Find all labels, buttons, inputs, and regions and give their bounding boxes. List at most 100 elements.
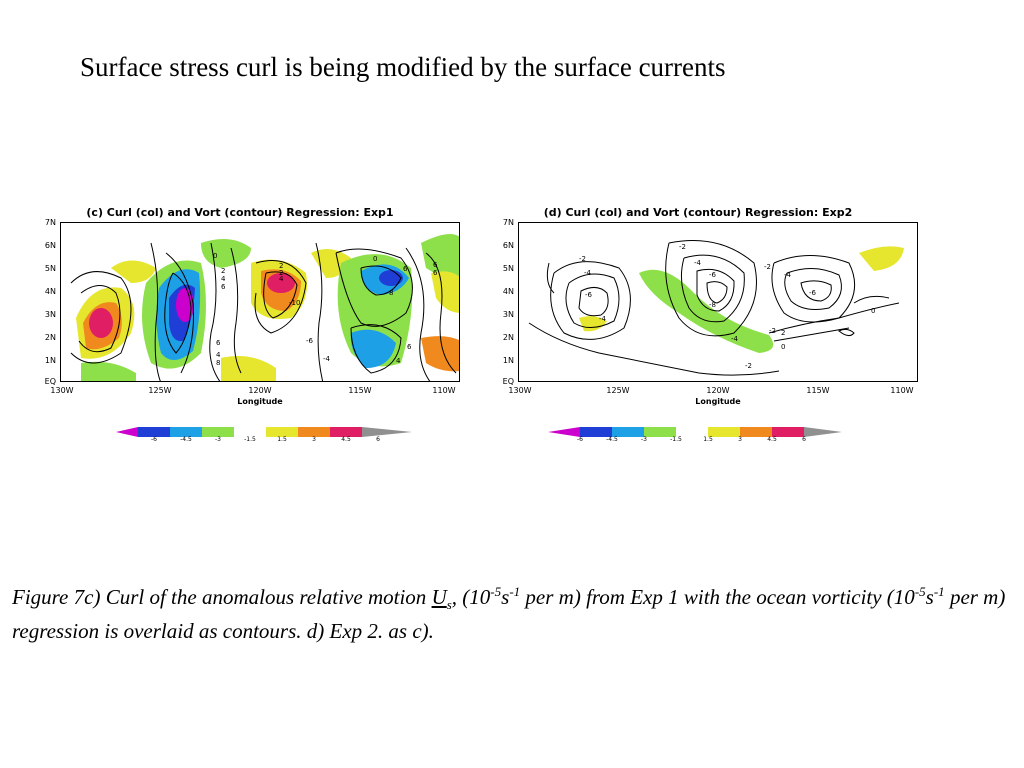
colorbar-swatch [234, 427, 266, 437]
caption-superscript: -5 [490, 584, 502, 599]
contour-label: 8 [216, 359, 220, 367]
curl-region [176, 288, 194, 322]
vorticity-contour [209, 242, 221, 381]
figure-caption: Figure 7c) Curl of the anomalous relativ… [12, 580, 1012, 648]
colorbar-swatch [804, 427, 842, 437]
vorticity-contour [680, 254, 745, 323]
colorbar-swatch [116, 427, 138, 437]
figure-panel-c: (c) Curl (col) and Vort (contour) Regres… [20, 200, 460, 460]
caption-text: Figure 7c) Curl of the anomalous relativ… [12, 585, 432, 609]
curl-vorticity-map: 0 2 4 6 2 2 4 0 6 4 6 6 8 -10 -6 -4 6 4 … [70, 234, 459, 381]
y-tick-label: 1N [44, 356, 56, 365]
contour-label: -4 [694, 259, 702, 267]
contour-label: 0 [781, 343, 785, 351]
colorbar-swatch [740, 427, 772, 437]
contour-label: -4 [731, 335, 739, 343]
x-tick-label: 110W [432, 386, 456, 395]
colorbar-swatch [202, 427, 234, 437]
y-tick-label: 5N [44, 264, 56, 273]
x-axis-title: Longitude [695, 397, 741, 406]
curl-vorticity-map: -2 -4 -6 -4 -2 -4 -6 -8 -2 -4 -6 -4 -2 2… [528, 240, 904, 376]
y-tick-label: 4N [44, 287, 56, 296]
caption-text: s [925, 585, 934, 609]
caption-subscript: s [446, 597, 452, 613]
contour-label: 4 [279, 275, 284, 283]
contour-label: -2 [745, 362, 752, 370]
vorticity-contour [853, 295, 890, 304]
vorticity-contour [528, 322, 780, 376]
caption-symbol: Us [432, 585, 452, 613]
caption-superscript: -1 [509, 584, 521, 599]
vorticity-contour [350, 324, 402, 374]
curl-region [421, 234, 459, 283]
contour-label: -6 [809, 289, 817, 297]
contour-label: 0 [213, 252, 217, 260]
colorbar [548, 427, 842, 437]
colorbar-swatch [170, 427, 202, 437]
contour-label: 0 [373, 255, 377, 263]
vorticity-contour [665, 240, 757, 337]
contour-label: -6 [585, 291, 593, 299]
x-tick-label: 120W [248, 386, 272, 395]
colorbar-swatch [644, 427, 676, 437]
vorticity-contour [773, 327, 850, 342]
y-tick-label: 2N [44, 333, 56, 342]
vorticity-contour [263, 271, 298, 319]
y-tick-label: EQ [502, 377, 514, 386]
x-tick-label: 110W [890, 386, 914, 395]
contour-label: 6 [216, 339, 221, 347]
map-plot: -2 -4 -6 -4 -2 -4 -6 -8 -2 -4 -6 -4 -2 2… [518, 222, 918, 382]
colorbar-label: 4.5 [341, 436, 351, 443]
y-tick-label: 3N [502, 310, 514, 319]
vorticity-contour [784, 268, 842, 310]
contour-label: -2 [769, 327, 776, 335]
contour-label: -6 [306, 337, 314, 345]
colorbar-label: -1.5 [670, 436, 682, 443]
curl-region [201, 239, 251, 268]
y-tick-label: 7N [502, 218, 514, 227]
colorbar-swatch [362, 427, 412, 437]
colorbar-label: 1.5 [703, 436, 713, 443]
colorbar-swatch [548, 427, 580, 437]
colorbar-swatch [330, 427, 362, 437]
colorbar-label: -1.5 [244, 436, 256, 443]
vorticity-contour [706, 281, 728, 304]
contour-label: -4 [599, 315, 607, 323]
vorticity-contour [546, 262, 555, 294]
contour-label: 6 [407, 343, 412, 351]
vorticity-contour [315, 242, 324, 381]
contour-label: -4 [584, 269, 592, 277]
figure-panel-d: (d) Curl (col) and Vort (contour) Regres… [478, 200, 918, 460]
colorbar-label: 3 [738, 436, 742, 443]
contour-label: 2 [279, 269, 283, 277]
caption-text: , (10 [451, 585, 491, 609]
y-tick-label: 2N [502, 333, 514, 342]
contour-label: 2 [279, 262, 283, 270]
vorticity-contour [360, 265, 402, 296]
vorticity-contour [150, 242, 161, 381]
y-tick-label: 1N [502, 356, 514, 365]
vorticity-contour [78, 285, 121, 353]
contour-label: 0 [871, 307, 875, 315]
colorbar-swatch [266, 427, 298, 437]
contour-label: 2 [781, 329, 785, 337]
x-tick-label: 115W [348, 386, 372, 395]
curl-region [379, 270, 403, 286]
vorticity-contour [165, 252, 194, 374]
vorticity-contour [800, 280, 832, 302]
colorbar-label: -3 [641, 436, 647, 443]
colorbar-swatch [708, 427, 740, 437]
y-tick-label: 4N [502, 287, 514, 296]
vorticity-contour [696, 268, 735, 312]
curl-region [221, 356, 276, 381]
vorticity-contour [230, 247, 242, 374]
contour-label: 6 [433, 261, 438, 269]
colorbar-label: 6 [376, 436, 380, 443]
caption-text: per m) from Exp 1 with the ocean vortici… [520, 585, 915, 609]
panel-title: (c) Curl (col) and Vort (contour) Regres… [86, 206, 394, 219]
curl-region [111, 260, 156, 283]
colorbar [116, 427, 412, 437]
curl-region [89, 308, 113, 338]
caption-text: per m) regression is overlaid as contour… [12, 585, 1006, 643]
curl-region [267, 273, 295, 293]
